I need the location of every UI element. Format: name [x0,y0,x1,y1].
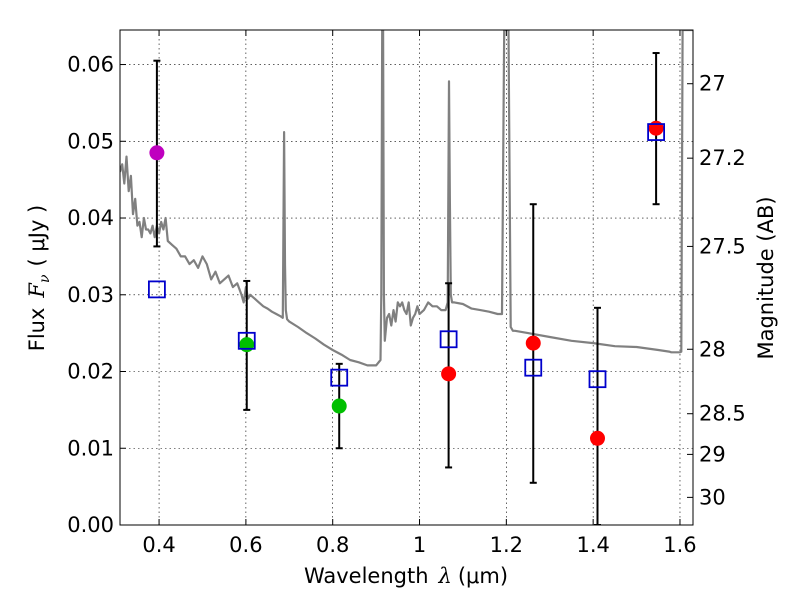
observed-point [331,398,347,414]
y-tick-label: 0.04 [67,206,114,230]
y-axis-label: FluxFν( μJy ) [25,205,53,351]
tick-labels: 0.4 0.6 0.8 1 1.2 1.4 1.6 0.00 0.01 0.02 0.03 0.04 0… [67,53,746,557]
model-square [647,123,666,141]
sed-line [120,30,693,367]
y2-tick-label: 29 [699,442,726,466]
observed-point [441,366,457,382]
observed-point [239,337,255,353]
y2-tick-label: 27.5 [699,234,746,258]
x-tick-label: 0.6 [229,533,262,557]
x-tick-label: 1.2 [490,533,523,557]
observed-point [149,145,165,161]
y2-tick-label: 28.5 [699,402,746,426]
plot-area [120,30,693,525]
x-tick-label: 1.6 [663,533,696,557]
axis-ticks [120,30,693,526]
observed-point [648,120,664,136]
y-tick-label: 0.02 [67,360,114,384]
y-tick-label: 0.03 [67,283,114,307]
plot-clip-group [120,30,693,525]
y2-tick-label: 30 [699,485,726,509]
y-tick-label: 0.05 [67,129,114,153]
model-square [330,368,349,387]
y2-axis-label: Magnitude (AB) [754,196,778,359]
model-square [147,280,166,299]
grid [120,30,693,526]
axes-frame [119,29,694,526]
y2-tick-label: 27 [699,72,726,96]
model-square [588,370,607,389]
model-square [439,330,458,349]
model-square [524,358,543,377]
observed-point [590,430,605,446]
model-square [237,331,256,350]
observed-point [525,335,541,351]
y-tick-label: 0.06 [67,53,114,77]
y-tick-label: 0.01 [67,436,114,460]
y2-tick-label: 28 [699,337,726,361]
x-tick-label: 0.4 [142,533,175,557]
y-tick-label: 0.00 [67,513,114,537]
x-tick-label: 1.4 [576,533,609,557]
y2-tick-label: 27.2 [699,146,746,170]
x-axis-label: Wavelength λ (μm) [304,564,508,588]
x-tick-label: 0.8 [316,533,349,557]
x-tick-label: 1 [413,533,426,557]
